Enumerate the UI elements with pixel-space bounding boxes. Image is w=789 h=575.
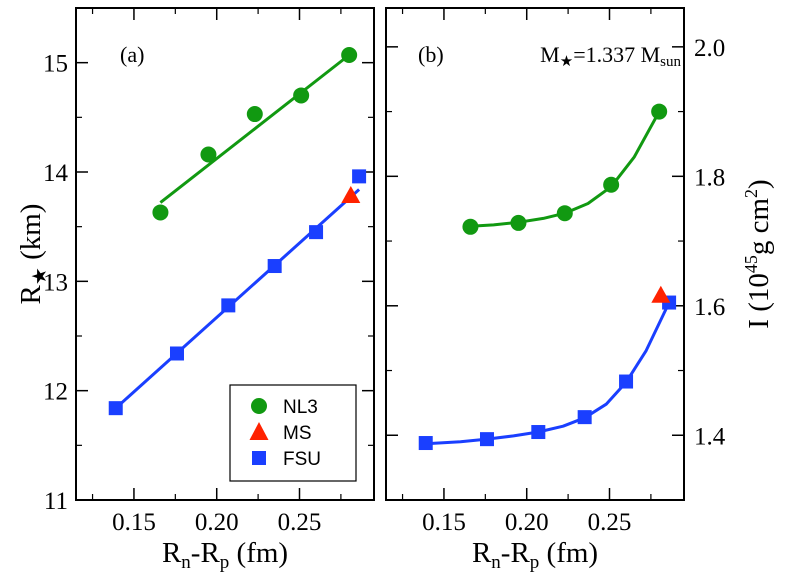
panel-a-xtick-label: 0.25 <box>278 509 322 536</box>
panel-b-ms-point <box>651 285 671 303</box>
legend-fsu-marker <box>252 451 266 465</box>
panel-b-nl3-point <box>510 214 527 231</box>
panel-b-xtick-label: 0.25 <box>588 509 632 536</box>
panel-b-xtick-label: 0.15 <box>422 509 466 536</box>
panel-b-fit-lines <box>425 110 671 446</box>
panel-b-label: (b) <box>418 42 444 67</box>
legend-fsu-label: FSU <box>283 449 321 470</box>
panel-a-ytick-label: 13 <box>43 269 68 296</box>
panel-b-ticks: 0.15 0.20 0.25 1.4 1.6 1.8 2.0 <box>386 8 726 536</box>
panel-a-ytick-label: 14 <box>43 160 69 187</box>
panel-a-fsu-point <box>169 346 184 361</box>
panel-b-markers <box>418 103 677 451</box>
panel-b-mass-annotation: M★=1.337 Msun <box>540 42 681 70</box>
panel-a-nl3-point <box>152 204 169 221</box>
panel-b-fsu-point <box>577 410 592 425</box>
panel-a-nl3-point <box>341 47 358 64</box>
panel-a-markers <box>108 47 367 416</box>
panel-b-fsu-fit-line <box>425 301 671 446</box>
panel-a-xlabel: Rn-Rp (fm) <box>162 537 288 573</box>
panel-a-nl3-point <box>200 146 217 163</box>
panel-b: 0.15 0.20 0.25 1.4 1.6 1.8 2.0 (b) M★=1.337 Ms… <box>385 7 775 573</box>
panel-b-fsu-point <box>479 432 494 447</box>
panel-a-ylabel: R★ (km) <box>15 204 51 305</box>
panel-b-ytick-label: 2.0 <box>694 35 725 62</box>
panel-a-fsu-point <box>352 169 367 184</box>
panel-a-ytick-label: 15 <box>43 51 68 78</box>
panel-a-ms-point <box>341 185 361 203</box>
panel-b-xtick-label: 0.20 <box>505 509 549 536</box>
legend-ms-label: MS <box>283 423 312 444</box>
panel-b-nl3-point <box>603 176 620 193</box>
panel-a-nl3-point <box>293 87 310 104</box>
panel-a-label: (a) <box>120 42 144 67</box>
panel-a: 0.15 0.20 0.25 11 12 13 14 15 (a) NL3 MS FSU R★… <box>15 7 375 573</box>
panel-b-ytick-label: 1.6 <box>694 294 725 321</box>
panel-b-fsu-point <box>619 374 634 389</box>
legend-nl3-label: NL3 <box>283 397 318 418</box>
panel-a-fsu-fit-line <box>114 188 361 410</box>
panel-b-fsu-point <box>531 425 546 440</box>
legend-nl3-marker <box>251 398 267 414</box>
panel-a-ticks: 0.15 0.20 0.25 11 12 13 14 15 <box>43 8 374 536</box>
panel-a-nl3-point <box>246 106 263 123</box>
panel-a-fsu-point <box>309 225 324 240</box>
panel-a-fsu-point <box>267 259 282 274</box>
panel-a-xtick-label: 0.15 <box>112 509 156 536</box>
panel-a-frame <box>75 7 375 501</box>
panel-a-nl3-fit-line <box>159 53 351 204</box>
panel-a-fsu-point <box>221 298 236 313</box>
panel-b-ytick-label: 1.4 <box>694 423 726 450</box>
panel-b-ytick-label: 1.8 <box>694 164 725 191</box>
legend-ms-marker <box>249 422 269 440</box>
panel-a-xtick-label: 0.20 <box>195 509 239 536</box>
panel-b-nl3-point <box>651 103 668 120</box>
panel-b-ylabel: I (1045g cm2) <box>741 179 775 328</box>
legend-box <box>229 384 357 482</box>
panel-a-ytick-label: 11 <box>44 488 68 515</box>
panel-a-fsu-point <box>108 401 123 416</box>
panel-a-ytick-label: 12 <box>43 379 68 406</box>
panel-b-xlabel: Rn-Rp (fm) <box>472 537 598 573</box>
legend: NL3 MS FSU <box>229 384 357 482</box>
panel-b-fsu-point <box>418 436 433 451</box>
panel-b-nl3-point <box>462 218 479 235</box>
panel-b-frame <box>385 7 685 501</box>
panel-b-nl3-point <box>556 205 573 222</box>
